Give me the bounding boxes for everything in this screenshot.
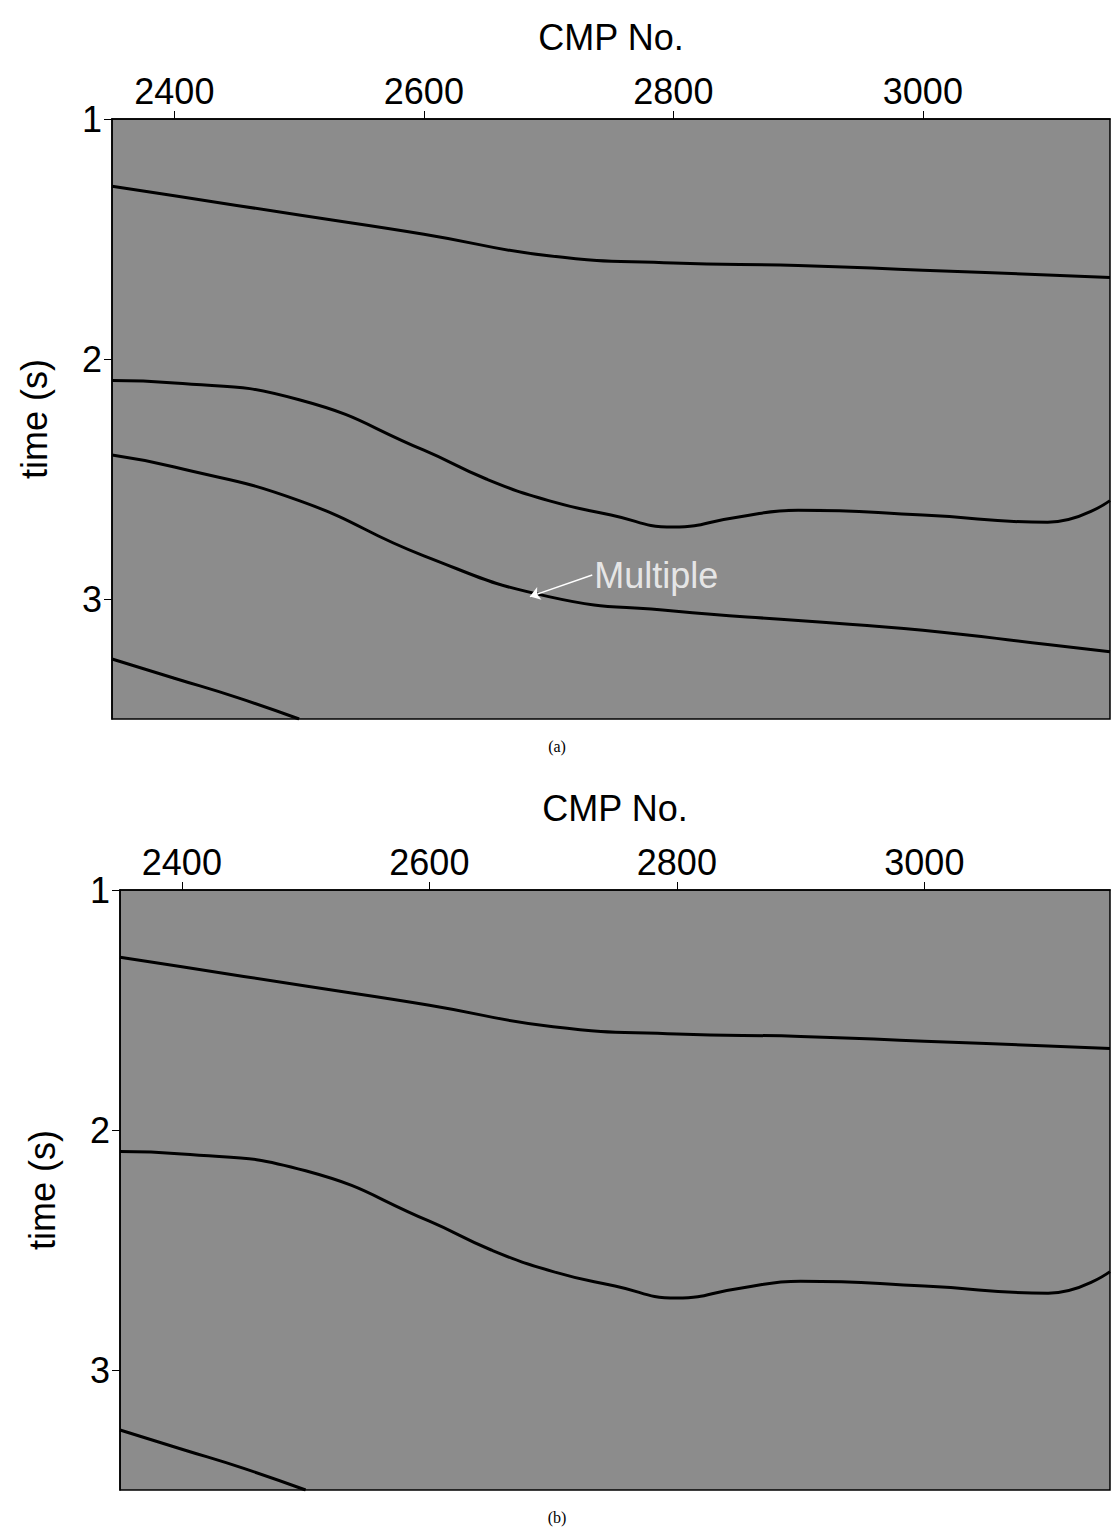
svg-text:2800: 2800 <box>637 842 717 883</box>
svg-text:(b): (b) <box>548 1509 567 1527</box>
svg-text:CMP No.: CMP No. <box>538 17 683 58</box>
svg-text:2: 2 <box>90 1110 110 1151</box>
svg-text:1: 1 <box>90 870 110 911</box>
svg-text:CMP No.: CMP No. <box>542 788 687 829</box>
svg-text:2600: 2600 <box>389 842 469 883</box>
svg-text:2400: 2400 <box>142 842 222 883</box>
svg-text:2: 2 <box>82 339 102 380</box>
svg-text:2800: 2800 <box>633 71 713 112</box>
svg-text:2400: 2400 <box>134 71 214 112</box>
svg-text:3000: 3000 <box>883 71 963 112</box>
svg-text:Multiple: Multiple <box>594 555 718 596</box>
svg-text:3: 3 <box>90 1350 110 1391</box>
svg-text:3000: 3000 <box>884 842 964 883</box>
svg-text:(a): (a) <box>548 738 566 756</box>
svg-text:1: 1 <box>82 99 102 140</box>
svg-text:time (s): time (s) <box>22 1130 63 1250</box>
svg-text:2600: 2600 <box>384 71 464 112</box>
svg-text:time (s): time (s) <box>14 359 55 479</box>
svg-text:3: 3 <box>82 579 102 620</box>
